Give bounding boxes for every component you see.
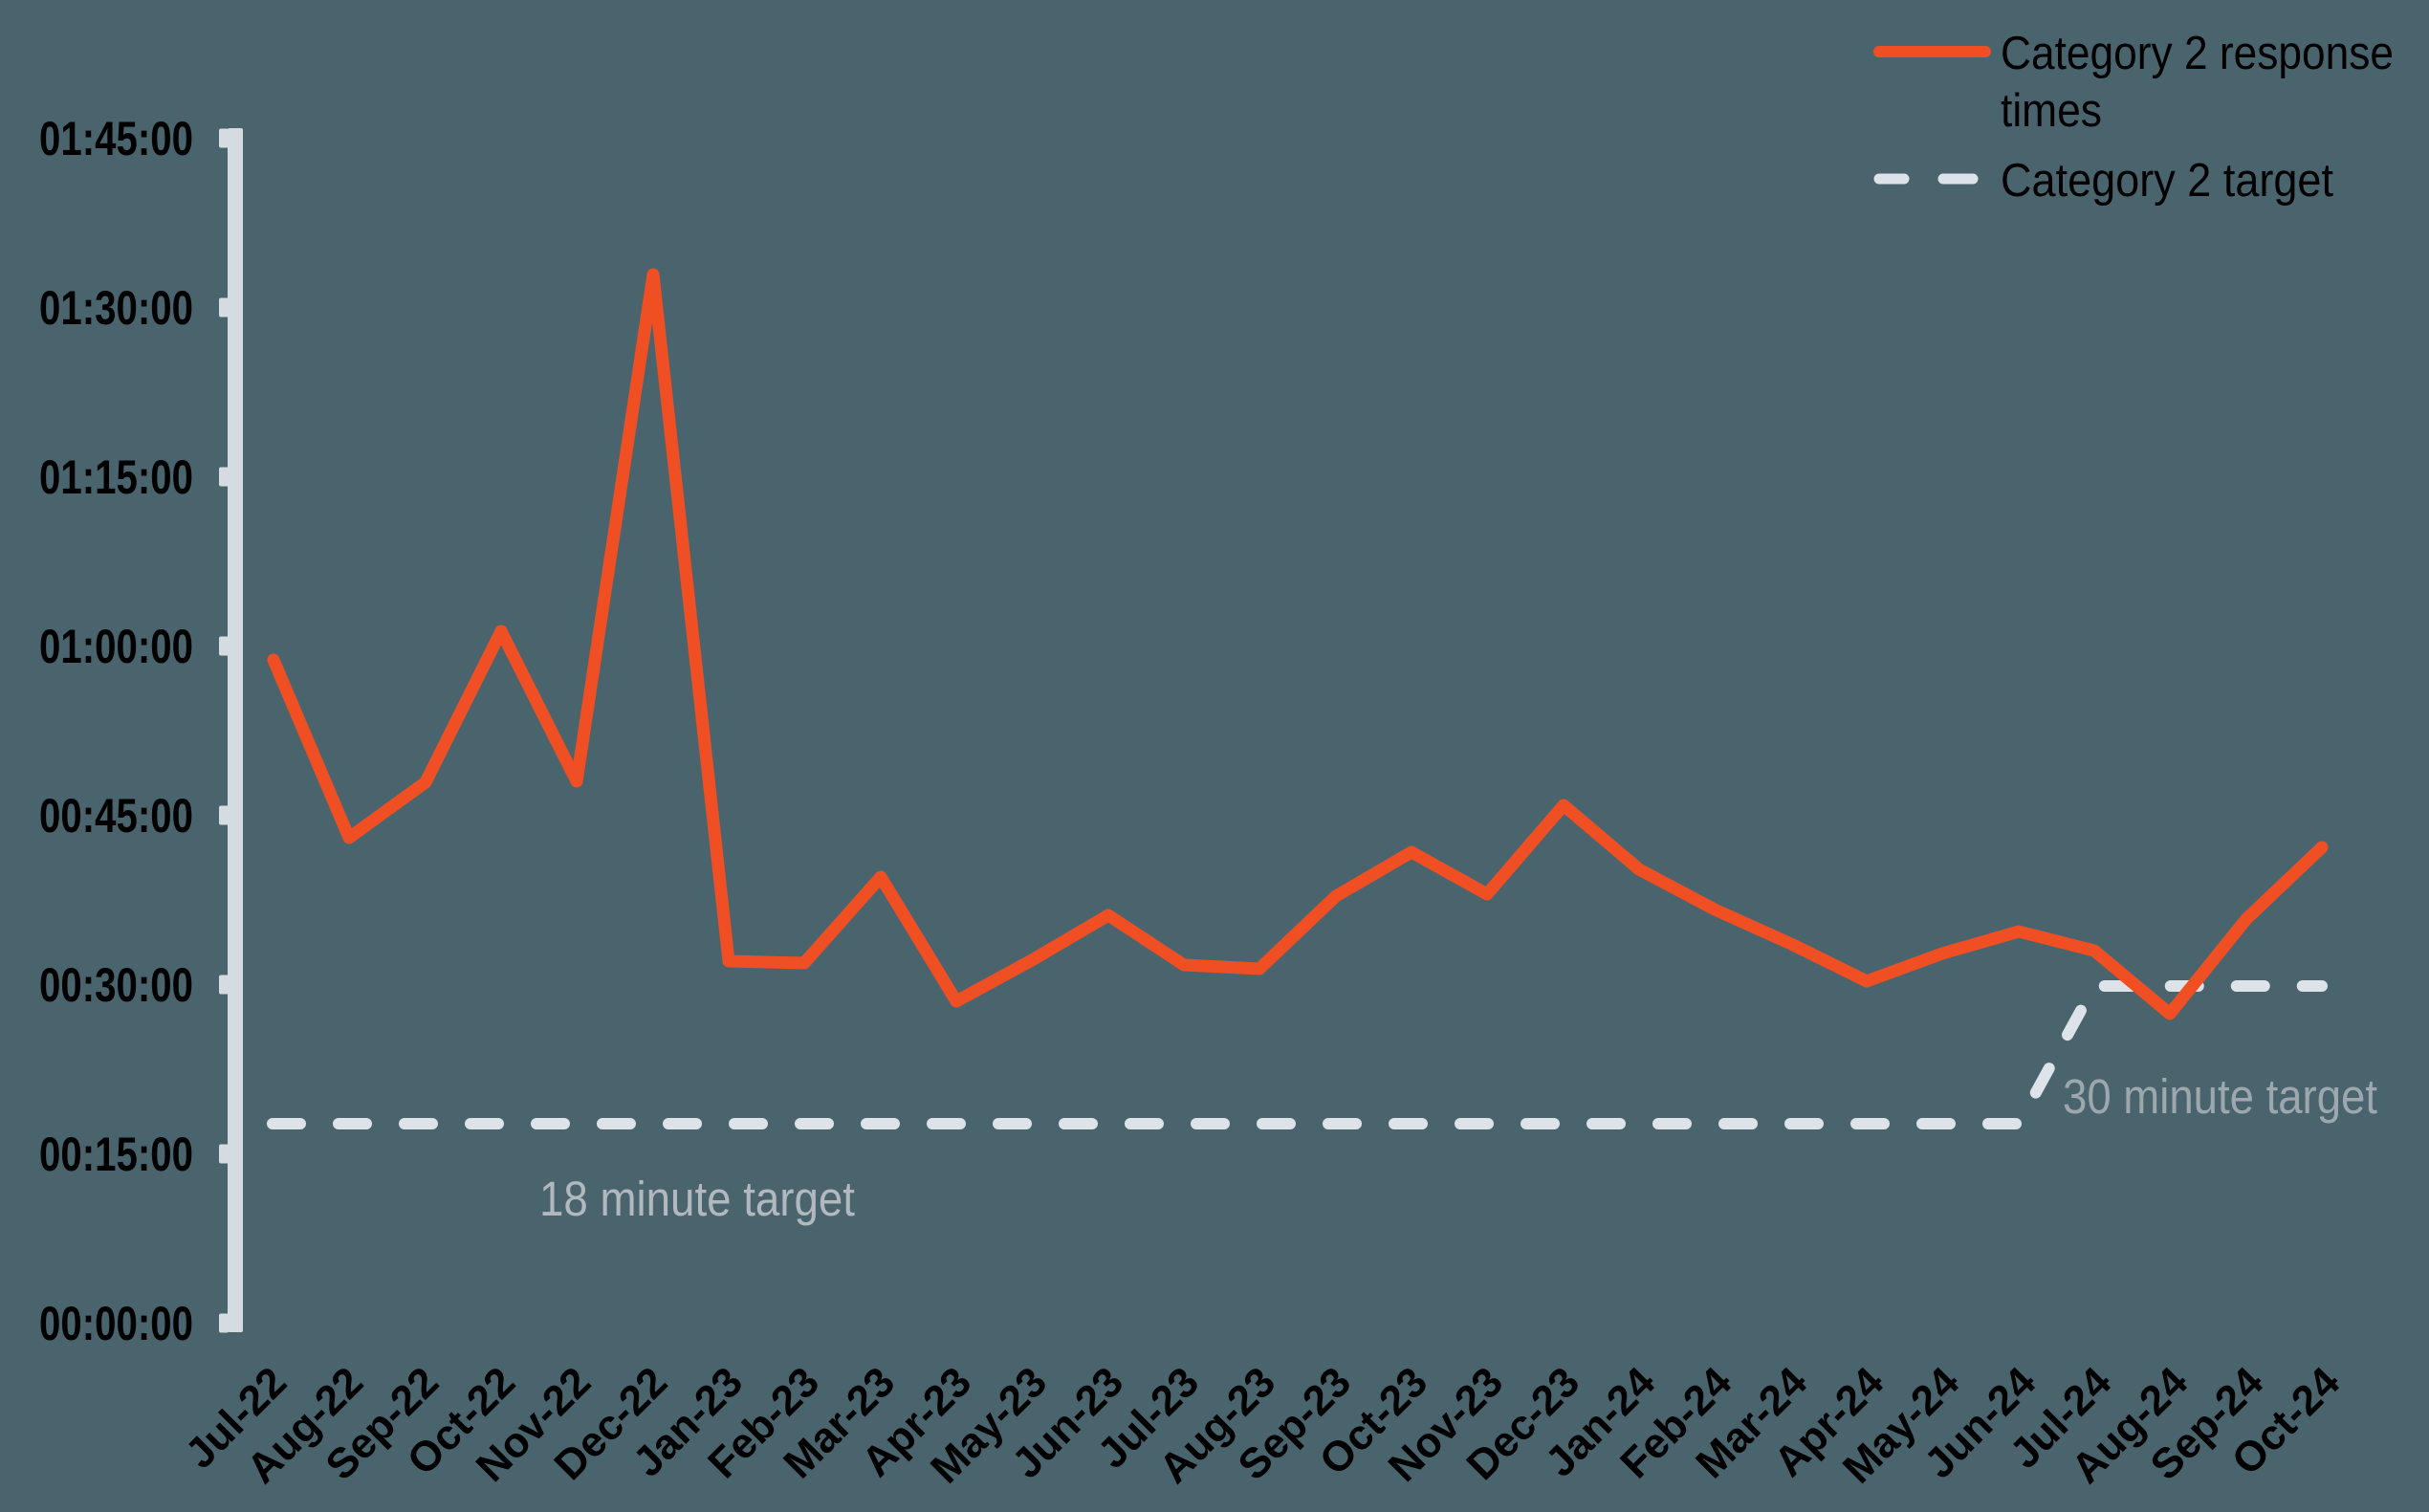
svg-text:01:30:00: 01:30:00 bbox=[39, 281, 193, 335]
svg-text:times: times bbox=[2001, 85, 2102, 137]
svg-text:Category 2 target: Category 2 target bbox=[2001, 155, 2333, 207]
svg-text:00:30:00: 00:30:00 bbox=[39, 958, 193, 1012]
svg-text:00:15:00: 00:15:00 bbox=[39, 1128, 193, 1181]
svg-text:01:00:00: 01:00:00 bbox=[39, 620, 193, 673]
svg-text:Category 2 response: Category 2 response bbox=[2001, 28, 2394, 79]
svg-text:18 minute target: 18 minute target bbox=[539, 1172, 855, 1226]
svg-text:01:45:00: 01:45:00 bbox=[39, 112, 193, 165]
svg-text:01:15:00: 01:15:00 bbox=[39, 450, 193, 504]
svg-text:00:00:00: 00:00:00 bbox=[39, 1297, 193, 1350]
svg-text:30 minute target: 30 minute target bbox=[2063, 1069, 2377, 1124]
svg-text:00:45:00: 00:45:00 bbox=[39, 789, 193, 843]
